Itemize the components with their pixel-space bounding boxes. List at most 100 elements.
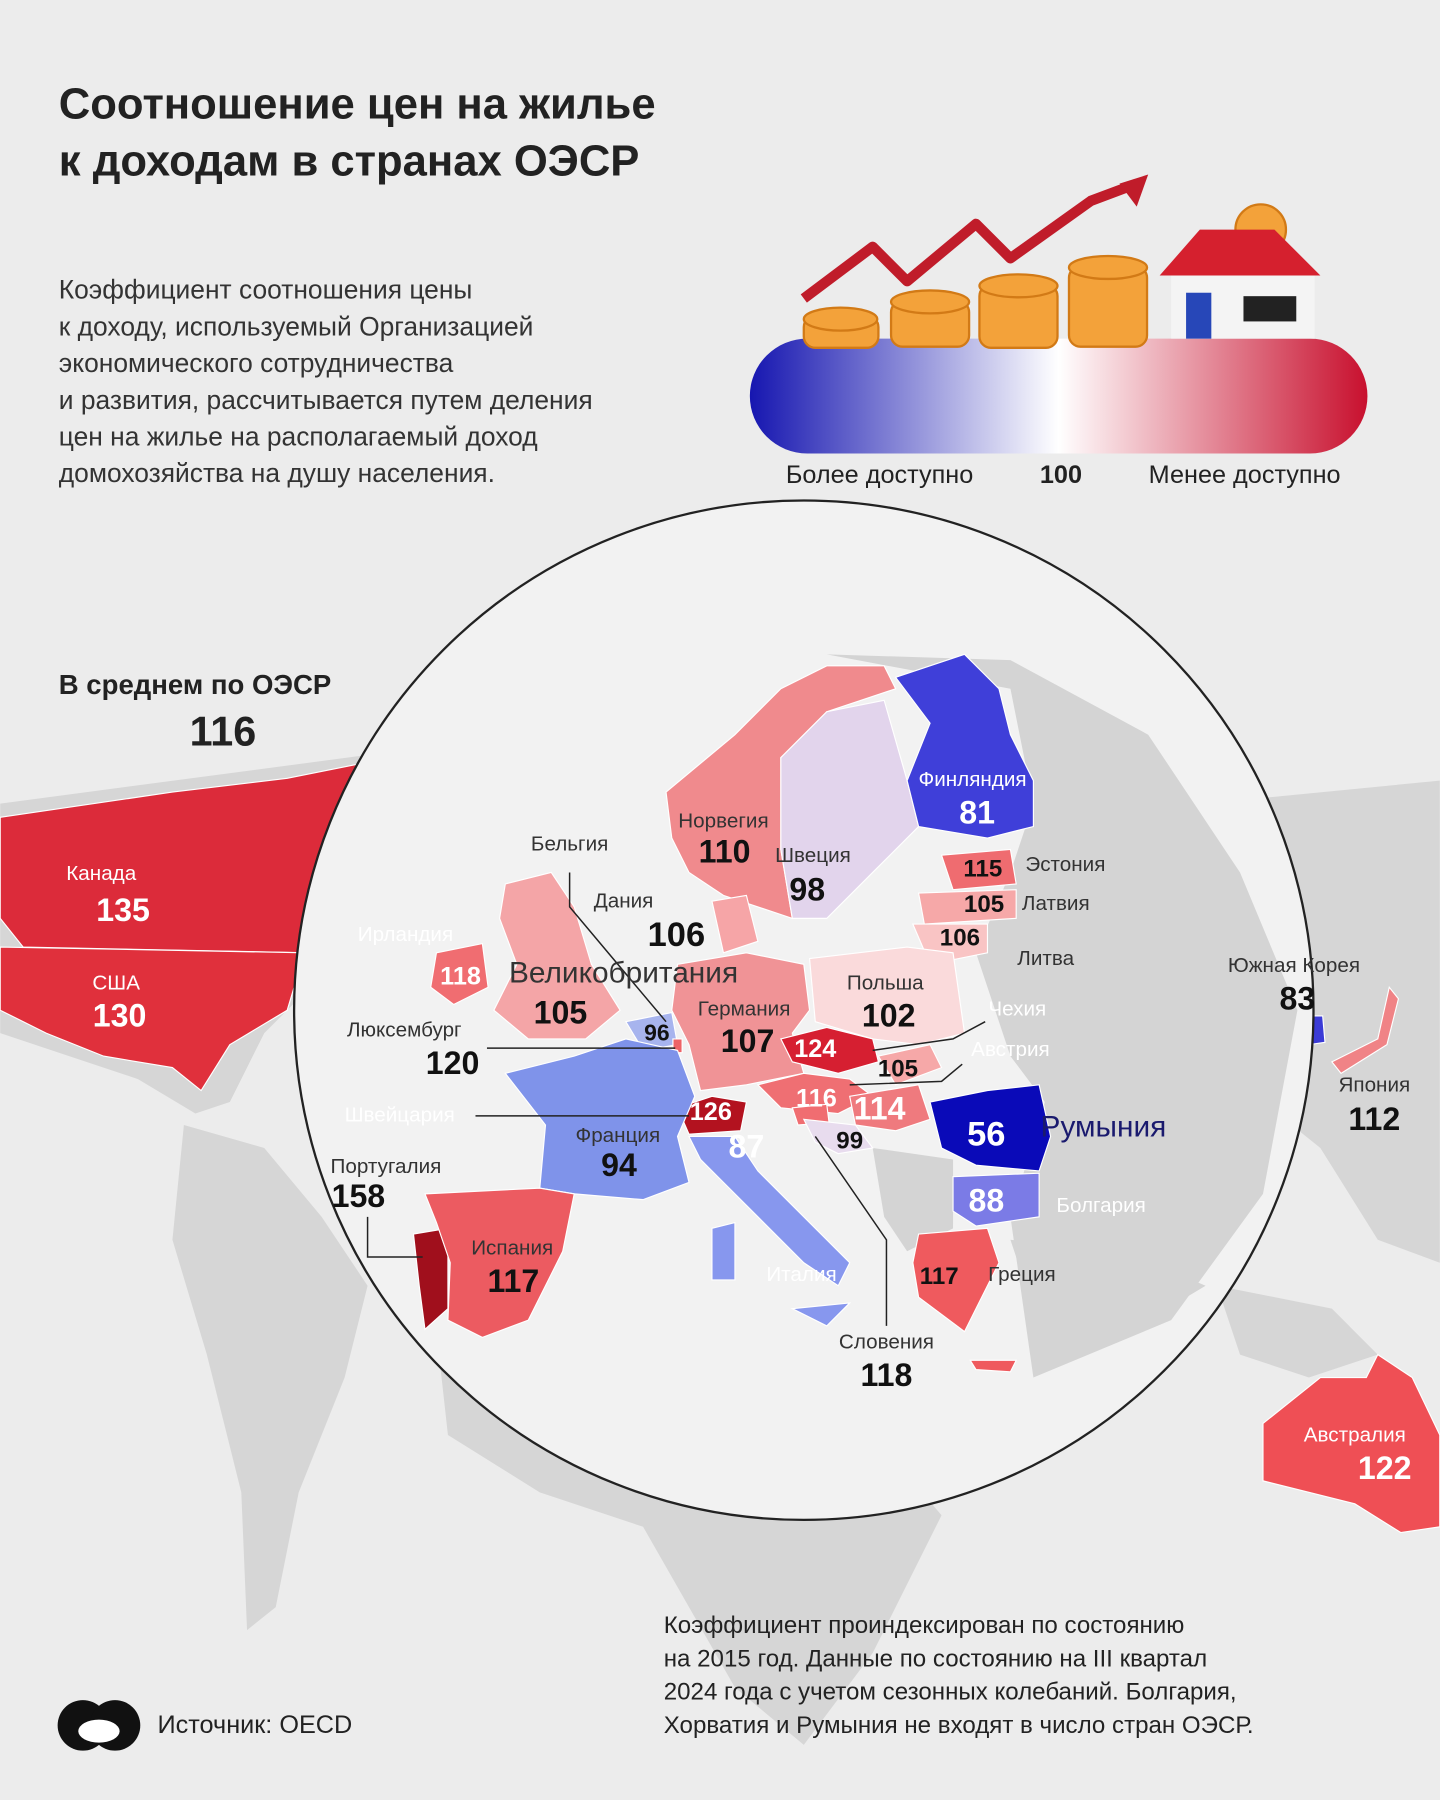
country-shape — [849, 1084, 931, 1132]
scale-left: Более доступно — [786, 461, 973, 489]
country-shape — [1330, 985, 1400, 1075]
country-shape — [676, 1095, 748, 1135]
country-value: 117 — [487, 1263, 539, 1299]
country-name: Польша — [847, 971, 924, 994]
average-value: 116 — [190, 709, 257, 755]
logo — [57, 1700, 141, 1751]
title-line: Соотношение цен на жилье — [59, 80, 656, 128]
country-shape — [952, 1172, 1040, 1227]
scale-right: Менее доступно — [1149, 461, 1341, 489]
country-value: 99 — [836, 1128, 863, 1155]
country-value: 124 — [794, 1035, 836, 1063]
country-name: Литва — [1017, 947, 1074, 970]
country-shape — [688, 1135, 852, 1327]
description-line: Коэффициент соотношения цены — [59, 275, 473, 305]
country-value: 106 — [940, 924, 980, 951]
country-value: 116 — [796, 1084, 837, 1112]
country-name: Дания — [594, 890, 654, 913]
country-name: Франция — [576, 1124, 661, 1147]
scale-bar — [749, 338, 1368, 454]
country-value: 112 — [1348, 1101, 1400, 1137]
country-value: 110 — [699, 834, 751, 870]
outside-countries — [0, 756, 1440, 1534]
country-value: 88 — [968, 1183, 1004, 1219]
country-value: 106 — [648, 916, 705, 954]
country-value: 107 — [721, 1023, 775, 1059]
country-shape — [894, 653, 1034, 839]
country-value: 102 — [862, 998, 916, 1034]
description-line: цен на жилье на располагаемый доход — [59, 421, 538, 451]
country-value: 120 — [426, 1045, 480, 1081]
country-name: Италия — [766, 1263, 836, 1286]
description-line: экономического сотрудничества — [59, 348, 454, 378]
country-name: Германия — [698, 998, 791, 1021]
leader-lines — [366, 872, 986, 1326]
footnote-line: на 2015 год. Данные по состоянию на III … — [664, 1645, 1207, 1672]
country-name: Латвия — [1022, 892, 1090, 915]
country-name: Болгария — [1056, 1194, 1145, 1217]
scale-middle: 100 — [1040, 461, 1082, 489]
country-name: Люксембург — [347, 1018, 462, 1041]
country-value: 126 — [690, 1098, 732, 1126]
title-line: к доходам в странах ОЭСР — [59, 138, 640, 186]
europe-countries — [412, 653, 1052, 1373]
footnote-line: Хорватия и Румыния не входят в число стр… — [664, 1712, 1254, 1739]
description-line: домохозяйства на душу населения. — [59, 458, 495, 488]
country-value: 118 — [861, 1357, 913, 1393]
country-name: Канада — [66, 862, 136, 885]
country-value: 115 — [963, 856, 1002, 883]
country-name: Эстония — [1025, 853, 1105, 876]
country-name: Швеция — [775, 844, 851, 867]
country-name: Южная Корея — [1228, 954, 1360, 977]
country-shape — [504, 1038, 696, 1201]
country-value: 94 — [601, 1147, 637, 1183]
country-name: Ирландия — [358, 923, 453, 946]
country-name: Португалия — [331, 1155, 442, 1178]
country-value: 105 — [964, 891, 1004, 918]
country-value: 105 — [878, 1055, 918, 1082]
country-name: Япония — [1338, 1073, 1410, 1096]
country-name: Греция — [988, 1263, 1056, 1286]
country-value: 117 — [920, 1263, 959, 1290]
country-value: 81 — [959, 795, 995, 831]
country-value: 56 — [967, 1116, 1005, 1154]
country-name: Бельгия — [531, 832, 608, 855]
footnote-line: 2024 года с учетом сезонных колебаний. Б… — [664, 1679, 1237, 1706]
country-name: Чехия — [988, 998, 1046, 1021]
description: Коэффициент соотношения цены к доходу, ис… — [59, 275, 593, 489]
country-value: 122 — [1358, 1450, 1412, 1486]
description-line: к доходу, используемый Организацией — [59, 311, 534, 341]
country-shape — [940, 848, 1017, 891]
country-value: 105 — [534, 994, 588, 1030]
country-name: Испания — [471, 1236, 553, 1259]
country-shape — [780, 699, 920, 919]
country-value: 83 — [1280, 981, 1316, 1017]
country-shape — [808, 946, 966, 1046]
country-value: 87 — [729, 1129, 765, 1165]
country-shape — [929, 1084, 1052, 1172]
country-shape — [430, 942, 489, 1006]
country-name: Великобритания — [509, 956, 738, 989]
country-name: Австралия — [1304, 1424, 1406, 1447]
source: Источник: OECD — [158, 1711, 353, 1739]
country-name: Словения — [839, 1331, 934, 1354]
country-shape — [424, 1187, 575, 1338]
country-value: 96 — [644, 1019, 670, 1045]
country-value: 98 — [789, 871, 825, 907]
country-value: 114 — [854, 1091, 906, 1127]
country-name: Швейцария — [345, 1103, 455, 1126]
country-shape — [917, 889, 1017, 925]
country-shape — [912, 1227, 1018, 1373]
footnote: Коэффициент проиндексирован по состоянию… — [664, 1612, 1254, 1739]
country-value: 130 — [93, 998, 147, 1034]
country-value: 135 — [96, 892, 150, 928]
average-label: В среднем по ОЭСР — [59, 669, 332, 700]
country-name: Австрия — [971, 1038, 1050, 1061]
country-shape — [711, 894, 759, 954]
description-line: и развития, рассчитывается путем деления — [59, 385, 593, 415]
country-name: Норвегия — [678, 809, 768, 832]
footnote-line: Коэффициент проиндексирован по состоянию — [664, 1612, 1185, 1639]
